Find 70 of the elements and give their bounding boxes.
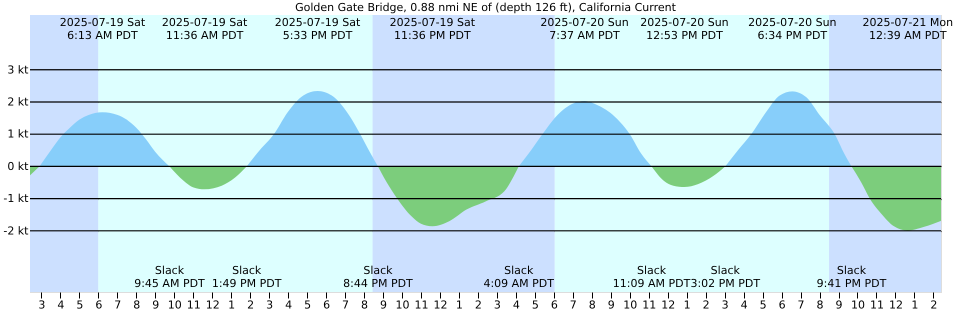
x-tick-label: 7 bbox=[570, 298, 577, 312]
x-tick-label: 1 bbox=[684, 298, 691, 312]
x-tick-label: 10 bbox=[395, 298, 410, 312]
annotation: Slack 11:09 AM PDT bbox=[612, 264, 691, 290]
x-tick-label: 4 bbox=[57, 298, 64, 312]
annotation: 2025-07-19 Sat 11:36 AM PDT bbox=[162, 16, 248, 42]
x-tick-label: 9 bbox=[380, 298, 388, 312]
annotation: Slack 9:41 PM PDT bbox=[816, 264, 887, 290]
x-tick-label: 5 bbox=[532, 298, 539, 312]
annotation: Slack 8:44 PM PDT bbox=[343, 264, 414, 290]
x-tick-label: 1 bbox=[228, 298, 236, 312]
x-tick-label: 7 bbox=[114, 298, 122, 312]
y-tick-label: -1 kt bbox=[3, 192, 30, 206]
x-tick-label: 8 bbox=[588, 298, 596, 312]
x-tick-label: 12 bbox=[206, 298, 220, 312]
chart-title: Golden Gate Bridge, 0.88 nmi NE of (depth 126 ft), California Current bbox=[295, 1, 677, 14]
y-tick-label: 3 kt bbox=[7, 63, 30, 76]
x-tick-label: 9 bbox=[152, 298, 160, 312]
annotation: Slack 3:02 PM PDT bbox=[690, 264, 760, 290]
x-tick-label: 11 bbox=[186, 298, 201, 312]
x-tick-label: 1 bbox=[911, 298, 918, 312]
annotation: 2025-07-20 Sun 6:34 PM PDT bbox=[748, 16, 837, 42]
x-tick-label: 6 bbox=[95, 298, 102, 312]
x-tick-label: 12 bbox=[433, 298, 448, 312]
y-tick-label: 0 kt bbox=[7, 160, 30, 173]
x-tick-label: 6 bbox=[550, 298, 558, 312]
x-tick-label: 3 bbox=[266, 298, 274, 312]
x-tick-label: 11 bbox=[642, 298, 656, 312]
x-tick-label: 11 bbox=[414, 298, 428, 312]
x-tick-label: 10 bbox=[168, 298, 182, 312]
x-tick-label: 6 bbox=[778, 298, 786, 312]
x-tick-label: 10 bbox=[623, 298, 638, 312]
x-tick-label: 4 bbox=[740, 298, 748, 312]
annotation: Slack 4:09 AM PDT bbox=[483, 264, 554, 290]
x-tick-label: 5 bbox=[76, 298, 84, 312]
x-tick-label: 4 bbox=[285, 298, 292, 312]
annotation: 2025-07-20 Sun 7:37 AM PDT bbox=[540, 16, 629, 42]
annotation: 2025-07-19 Sat 11:36 PM PDT bbox=[390, 16, 476, 42]
x-tick-label: 1 bbox=[456, 298, 463, 312]
x-tick-label: 2 bbox=[702, 298, 710, 312]
x-tick-label: 2 bbox=[474, 298, 482, 312]
x-tick-label: 9 bbox=[608, 298, 615, 312]
x-tick-label: 3 bbox=[38, 298, 46, 312]
annotation: 2025-07-20 Sun 12:53 PM PDT bbox=[640, 16, 729, 42]
x-tick-label: 10 bbox=[850, 298, 865, 312]
x-tick-label: 3 bbox=[494, 298, 501, 312]
x-tick-label: 12 bbox=[888, 298, 903, 312]
annotation: Slack 1:49 PM PDT bbox=[212, 264, 282, 290]
x-tick-label: 2 bbox=[247, 298, 254, 312]
x-tick-label: 9 bbox=[836, 298, 843, 312]
x-tick-label: 8 bbox=[133, 298, 140, 312]
annotation: 2025-07-19 Sat 6:13 AM PDT bbox=[60, 16, 146, 42]
x-tick-label: 2 bbox=[930, 298, 938, 312]
x-tick-label: 11 bbox=[870, 298, 884, 312]
x-tick-label: 3 bbox=[722, 298, 729, 312]
annotation: 2025-07-19 Sat 5:33 PM PDT bbox=[274, 16, 361, 42]
annotation: Slack 9:45 AM PDT bbox=[134, 264, 206, 290]
x-tick-label: 8 bbox=[816, 298, 824, 312]
x-tick-label: 7 bbox=[342, 298, 350, 312]
y-tick-label: -2 kt bbox=[3, 224, 30, 238]
y-tick-label: 2 kt bbox=[7, 95, 30, 108]
x-tick-label: 12 bbox=[661, 298, 676, 312]
x-tick-label: 5 bbox=[760, 298, 767, 312]
x-tick-label: 5 bbox=[304, 298, 312, 312]
x-tick-label: 6 bbox=[323, 298, 330, 312]
x-tick-label: 4 bbox=[512, 298, 520, 312]
x-tick-label: 7 bbox=[798, 298, 805, 312]
y-tick-label: 1 kt bbox=[7, 128, 30, 141]
annotation: 2025-07-21 Mon 12:39 AM PDT bbox=[862, 16, 954, 42]
x-tick-label: 8 bbox=[361, 298, 368, 312]
